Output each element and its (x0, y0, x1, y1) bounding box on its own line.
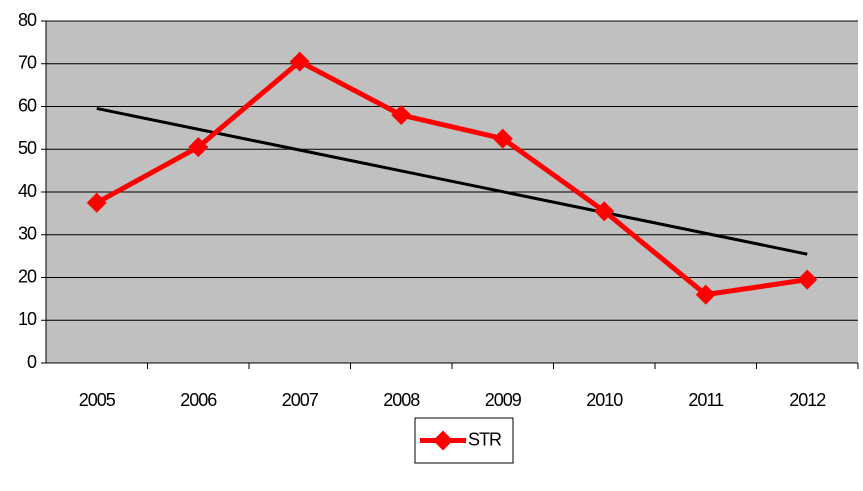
x-tick-label: 2007 (282, 390, 319, 410)
marker (289, 51, 310, 72)
y-tick-label: 80 (18, 10, 37, 30)
y-tick-label: 30 (18, 224, 37, 244)
marker (695, 284, 716, 305)
marker (594, 201, 615, 222)
marker (188, 137, 209, 158)
y-tick-label: 70 (18, 53, 37, 73)
marker (492, 128, 513, 149)
y-tick-label: 0 (27, 352, 37, 372)
y-tick-label: 40 (18, 181, 37, 201)
x-tick-label: 2009 (485, 390, 522, 410)
marker (86, 192, 107, 213)
x-tick-label: 2012 (789, 390, 826, 410)
x-tick-label: 2011 (688, 390, 724, 410)
x-tick-label: 2008 (383, 390, 420, 410)
y-tick-label: 20 (18, 266, 37, 286)
y-tick-label: 50 (18, 138, 37, 158)
series-line (95, 58, 808, 298)
x-tick-label: 2005 (79, 390, 116, 410)
marker (797, 269, 818, 290)
legend-marker (433, 430, 453, 451)
legend-label: STR (468, 429, 502, 449)
marker (391, 105, 412, 126)
x-tick-label: 2006 (180, 390, 217, 410)
y-tick-label: 60 (18, 95, 37, 115)
x-tick-label: 2010 (586, 390, 623, 410)
y-tick-label: 10 (18, 309, 37, 329)
